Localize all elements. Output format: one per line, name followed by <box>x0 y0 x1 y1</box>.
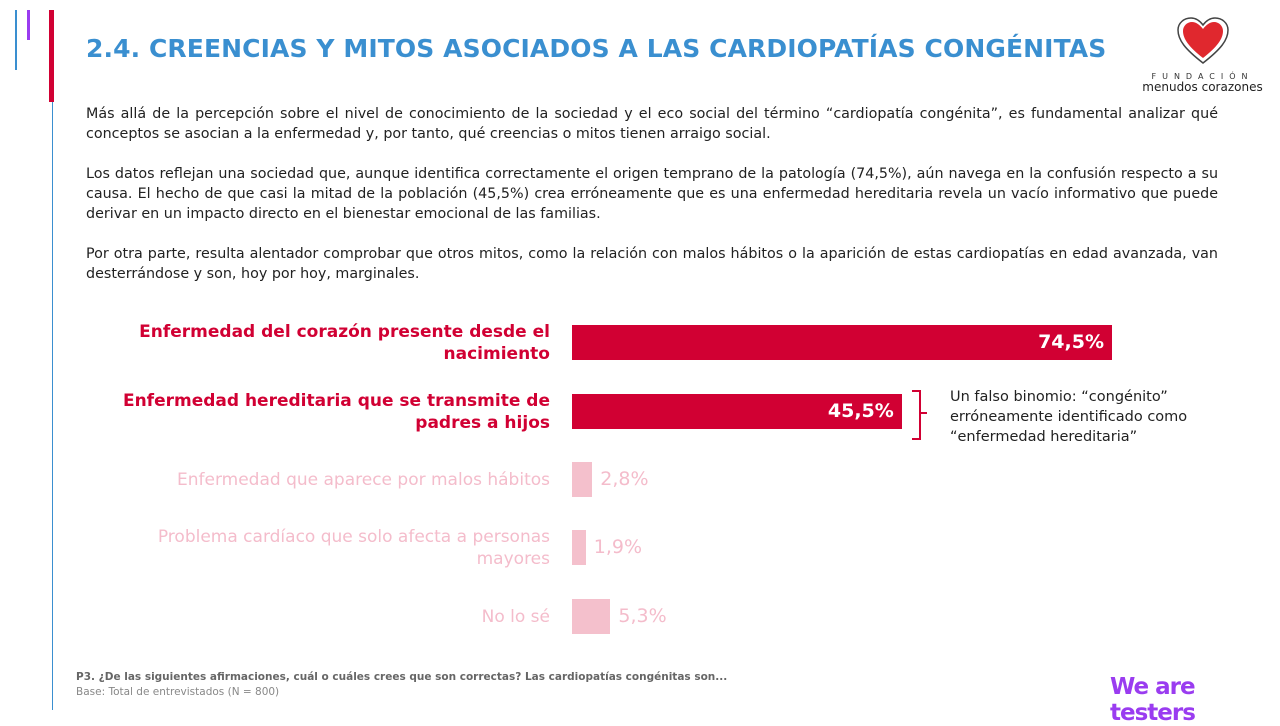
paragraph: Más allá de la percepción sobre el nivel… <box>86 106 1218 142</box>
value-label: 2,8% <box>600 468 649 490</box>
value-label: 1,9% <box>593 536 643 558</box>
footer-question: P3. ¿De las siguientes afirmaciones, cuá… <box>76 671 728 683</box>
logo-line1: FUNDACIÓN <box>1151 72 1254 81</box>
value-label: 5,3% <box>618 605 667 627</box>
paragraph: Por otra parte, resulta alentador compro… <box>86 246 1218 282</box>
heart-icon <box>1176 17 1229 64</box>
bar <box>572 325 1112 360</box>
bar <box>572 394 902 429</box>
foundation-logo: FUNDACIÓN menudos corazones <box>1140 16 1265 94</box>
logo-line2: menudos corazones <box>1142 80 1263 94</box>
body-text: Más allá de la percepción sobre el nivel… <box>86 104 1218 304</box>
accent-line-purple <box>27 10 30 40</box>
bar <box>572 462 593 497</box>
chart-annotation: Un falso binomio: “congénito” erróneamen… <box>950 387 1225 447</box>
value-label: 74,5% <box>1038 331 1104 353</box>
accent-line-red <box>49 10 54 102</box>
bar <box>572 530 586 565</box>
category-label: Enfermedad del corazón presente desde el… <box>139 321 550 364</box>
annotation-bracket-tick <box>921 412 927 414</box>
category-label: No lo sé <box>481 606 550 627</box>
footer-base: Base: Total de entrevistados (N = 800) <box>76 686 280 698</box>
brand-logo: We are testers <box>1110 674 1196 726</box>
category-label: Enfermedad hereditaria que se transmite … <box>122 390 550 433</box>
bar <box>572 599 611 634</box>
margin-line <box>52 102 53 710</box>
category-label: Problema cardíaco que solo afecta a pers… <box>157 526 550 569</box>
annotation-bracket <box>912 390 921 440</box>
page-title: 2.4. CREENCIAS Y MITOS ASOCIADOS A LAS C… <box>86 34 1107 63</box>
accent-line-blue <box>15 10 17 70</box>
category-label: Enfermedad que aparece por malos hábitos <box>177 469 550 490</box>
value-label: 45,5% <box>827 400 894 422</box>
annotation-text: Un falso binomio: “congénito” erróneamen… <box>950 389 1188 445</box>
paragraph: Los datos reflejan una sociedad que, aun… <box>86 166 1218 222</box>
